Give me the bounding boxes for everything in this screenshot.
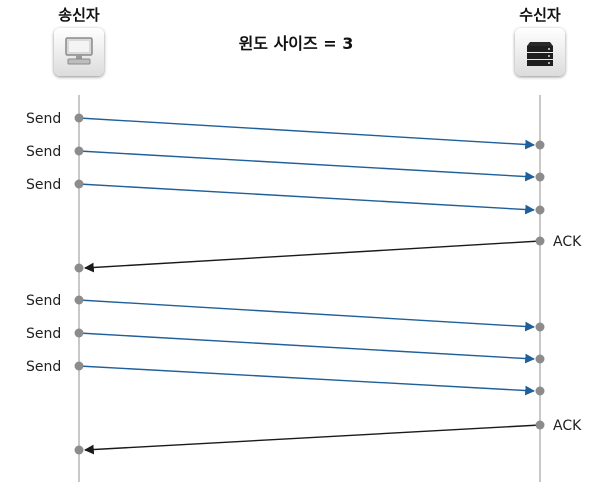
ack-label: ACK: [553, 234, 582, 250]
sender-event-dot: [74, 295, 84, 305]
server-icon: [515, 28, 565, 76]
data-packet-arrow: [78, 150, 535, 182]
send-label: Send: [26, 177, 61, 193]
receiver-event-dot: [535, 354, 545, 364]
receiver-event-dot: [535, 140, 545, 150]
send-label: Send: [26, 293, 61, 309]
sender-event-dot: [74, 445, 84, 455]
sender-event-dot: [74, 146, 84, 156]
receiver-label: 수신자: [519, 6, 561, 24]
diagram-title: 윈도 사이즈 = 3: [238, 34, 354, 53]
sender-event-dot: [74, 113, 84, 123]
ack-label: ACK: [553, 418, 582, 434]
ack-arrow: [84, 424, 541, 455]
receiver-event-dot: [535, 205, 545, 215]
receiver-event-dot: [535, 420, 545, 430]
receiver-event-dot: [535, 172, 545, 182]
send-label: Send: [26, 359, 61, 375]
send-label: Send: [26, 144, 61, 160]
sender-event-dot: [74, 179, 84, 189]
data-packet-arrow: [78, 183, 535, 215]
data-packet-arrow: [78, 332, 535, 364]
send-label: Send: [26, 111, 61, 127]
receiver-event-dot: [535, 236, 545, 246]
ack-arrow: [84, 240, 541, 273]
receiver-event-dot: [535, 386, 545, 396]
computer-icon: [54, 28, 104, 76]
data-packet-arrow: [78, 117, 535, 150]
sender-event-dot: [74, 328, 84, 338]
sender-event-dot: [74, 361, 84, 371]
sender-label: 송신자: [58, 6, 100, 24]
sender-event-dot: [74, 263, 84, 273]
send-label: Send: [26, 326, 61, 342]
data-packet-arrow: [78, 365, 535, 396]
receiver-event-dot: [535, 322, 545, 332]
data-packet-arrow: [78, 299, 535, 332]
